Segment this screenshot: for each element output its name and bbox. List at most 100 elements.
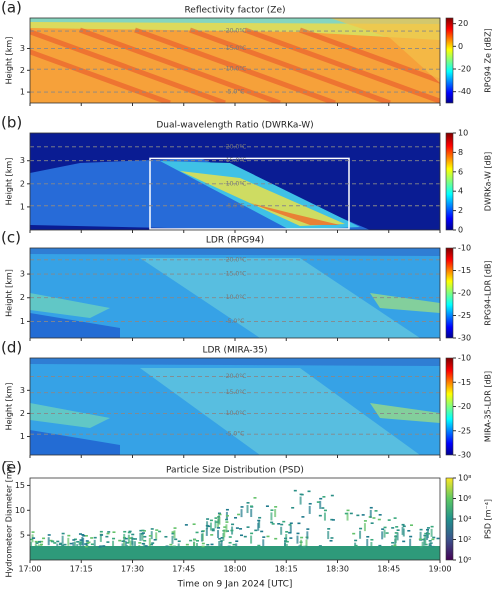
y-tick-label: 2 [20, 66, 25, 75]
psd-cell [100, 531, 103, 533]
psd-cell [154, 539, 157, 541]
psd-cell [395, 535, 397, 543]
psd-cell [235, 540, 238, 542]
psd-cell [388, 519, 391, 521]
psd-cell [356, 515, 359, 517]
psd-cell [174, 539, 177, 541]
psd-cell [164, 536, 167, 538]
y-tick-label: 3 [20, 270, 25, 279]
psd-cell [149, 538, 151, 546]
y-tick-label: 1 [20, 317, 25, 326]
psd-cell [427, 527, 430, 529]
psd-cell [173, 546, 176, 548]
colorbar-tick-label: 10 [458, 129, 468, 138]
panel-title: LDR (RPG94) [206, 236, 264, 246]
psd-cell [79, 541, 82, 543]
psd-cell [35, 544, 37, 546]
panel-label: (d) [1, 339, 22, 357]
colorbar-label: RPG94 Ze [dBZ] [484, 28, 493, 93]
colorbar-tick-label: -20 [458, 65, 471, 74]
y-tick-label: 10 [15, 506, 25, 515]
psd-cell [364, 523, 366, 531]
psd-cell [32, 531, 35, 533]
colorbar-tick-label: -15 [458, 378, 471, 387]
colorbar-tick-label: 10⁸ [458, 474, 471, 483]
psd-cell [288, 532, 291, 534]
x-tick-label: 17:30 [121, 565, 144, 574]
psd-cell [51, 541, 54, 543]
isotherm-label: -15.0°C [224, 157, 247, 164]
psd-cell [431, 526, 434, 528]
psd-cell [244, 536, 247, 538]
psd-cell [306, 528, 309, 530]
y-tick-label: 3 [20, 44, 25, 53]
psd-cell [370, 510, 372, 518]
y-axis-label: Height [km] [5, 158, 14, 206]
psd-cell [266, 505, 269, 507]
colorbar-tick-label: 0 [458, 226, 463, 235]
psd-cell [48, 534, 51, 536]
colorbar-tick-label: 10⁰ [458, 556, 471, 565]
psd-cell [91, 543, 94, 545]
psd-cell [324, 513, 326, 521]
psd-cell [364, 520, 367, 522]
psd-cell [105, 536, 108, 538]
y-tick-label: 1 [20, 202, 25, 211]
psd-cell [303, 546, 306, 548]
psd-cell [247, 526, 250, 528]
psd-cell [218, 541, 220, 546]
y-tick-label: 15 [15, 481, 25, 490]
psd-cell [125, 541, 127, 546]
psd-cell [217, 527, 220, 529]
psd-cell [253, 497, 256, 499]
psd-cell [352, 533, 355, 535]
x-tick-label: 18:45 [377, 565, 400, 574]
psd-cell [402, 541, 405, 543]
colorbar-tick-label: -10 [458, 244, 471, 253]
psd-cell [257, 520, 260, 522]
psd-cell [274, 506, 277, 508]
x-tick-label: 17:45 [172, 565, 195, 574]
colorbar-tick-label: 10² [458, 535, 471, 544]
psd-cell [394, 517, 397, 519]
psd-cell [107, 533, 110, 535]
psd-cell [257, 523, 259, 531]
colorbar-tick-label: 20 [458, 19, 468, 28]
psd-cell [327, 528, 330, 530]
panel-title: Dual-wavelength Ratio (DWRKa-W) [156, 121, 313, 131]
colorbar [446, 358, 453, 455]
psd-cell [427, 533, 430, 535]
colorbar-tick-label: -15 [458, 266, 471, 275]
psd-cell [309, 503, 312, 505]
psd-cell [38, 541, 41, 543]
psd-cell [85, 546, 88, 548]
x-tick-label: 18:30 [326, 565, 349, 574]
psd-cell [211, 544, 214, 546]
psd-cell [82, 538, 84, 546]
psd-cell [266, 536, 269, 538]
psd-base [30, 546, 440, 560]
isotherm-label: -20.0°C [224, 143, 247, 150]
psd-cell [419, 546, 422, 548]
psd-cell [282, 521, 285, 523]
psd-cell [296, 533, 299, 535]
panel-title: Particle Size Distribution (PSD) [166, 466, 304, 476]
isotherm-label: -20.0°C [224, 256, 247, 263]
psd-cell [277, 523, 280, 525]
psd-cell [112, 541, 114, 546]
isotherm-label: -20.0°C [224, 373, 247, 380]
psd-cell [84, 543, 87, 545]
psd-cell [94, 540, 96, 546]
psd-cell [210, 520, 213, 522]
psd-cell [250, 505, 253, 507]
panel-label: (b) [1, 114, 22, 132]
y-tick-label: 2 [20, 293, 25, 302]
isotherm-label: -10.0°C [224, 294, 247, 301]
psd-cell [62, 533, 65, 535]
psd-cell [290, 522, 293, 524]
psd-cell [378, 545, 381, 547]
psd-cell [40, 544, 42, 546]
psd-cell [214, 520, 216, 528]
psd-cell [355, 545, 358, 547]
